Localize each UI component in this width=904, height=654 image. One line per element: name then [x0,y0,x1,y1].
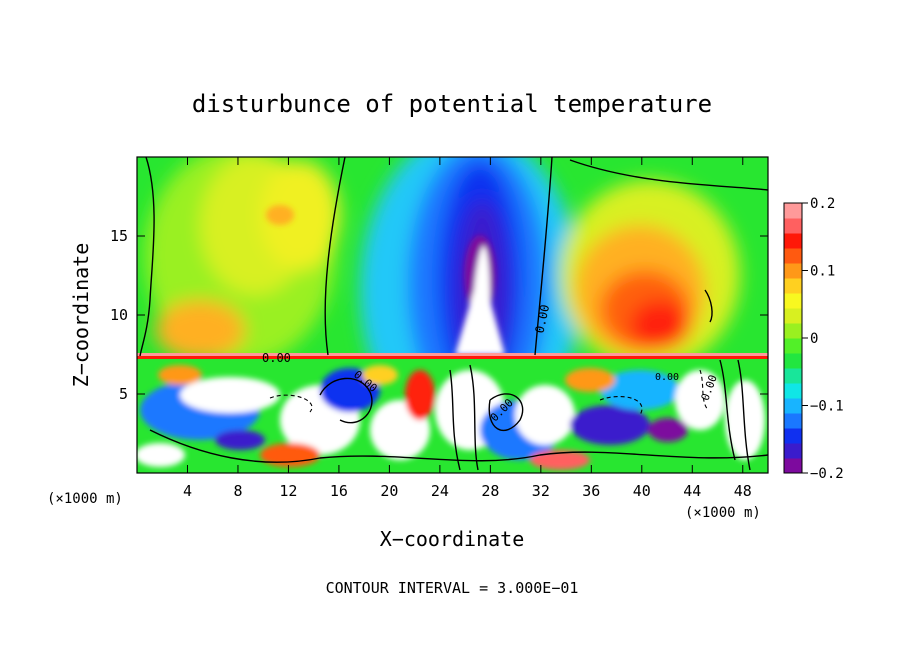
colorbar-swatch [784,428,802,444]
y-tick-label: 10 [110,306,128,324]
colorbar-swatch [784,218,802,234]
y-axis-unit: (×1000 m) [47,491,123,507]
colorbar-tick-label: 0.1 [810,264,835,280]
contour-label: 0.00 [262,351,291,365]
colorbar-swatch [784,368,802,384]
colorbar-swatch [784,323,802,339]
y-axis: 5 10 15 [110,227,768,403]
x-axis-unit: (×1000 m) [685,505,761,521]
x-tick-label: 8 [233,482,242,500]
x-axis-title: X−coordinate [380,527,525,551]
colorbar-swatch [784,383,802,399]
x-tick-label: 20 [380,482,398,500]
colorbar-swatch [784,338,802,354]
colorbar-tick-label: −0.2 [810,466,844,482]
x-tick-label: 4 [183,482,192,500]
colorbar-swatch [784,293,802,309]
colorbar-swatch [784,263,802,279]
colorbar-tick-label: 0 [810,331,818,347]
x-axis: 4 8 12 16 20 24 28 32 36 40 44 48 [183,157,752,500]
heatmap-field [137,157,768,473]
colorbar-ticks: 0.2 0.1 0 −0.1 −0.2 [802,196,844,482]
x-tick-label: 28 [481,482,499,500]
y-tick-label: 5 [119,385,128,403]
contour-label: 0.00 [532,303,552,334]
x-tick-label: 44 [683,482,701,500]
y-tick-label: 15 [110,227,128,245]
x-tick-label: 24 [431,482,449,500]
contour-label: 0.00 [655,372,679,383]
contour-interval-note: CONTOUR INTERVAL = 3.000E−01 [326,579,579,597]
chart-title: disturbunce of potential temperature [192,90,712,118]
contour-lines [139,157,768,471]
x-tick-label: 48 [734,482,752,500]
colorbar-swatch [784,398,802,414]
x-tick-label: 12 [279,482,297,500]
colorbar-swatch [784,353,802,369]
x-tick-label: 36 [582,482,600,500]
colorbar-swatch [784,308,802,324]
y-axis-title: Z−coordinate [69,243,93,388]
x-tick-label: 32 [532,482,550,500]
colorbar-swatch [784,248,802,264]
x-tick-label: 16 [330,482,348,500]
colorbar-tick-label: −0.1 [810,399,844,415]
colorbar-swatch [784,203,802,219]
colorbar-tick-label: 0.2 [810,196,835,212]
colorbar-swatch [784,413,802,429]
colorbar-swatch [784,233,802,249]
colorbar [784,203,802,474]
colorbar-swatch [784,458,802,474]
colorbar-swatch [784,278,802,294]
x-tick-label: 40 [633,482,651,500]
colorbar-swatch [784,443,802,459]
